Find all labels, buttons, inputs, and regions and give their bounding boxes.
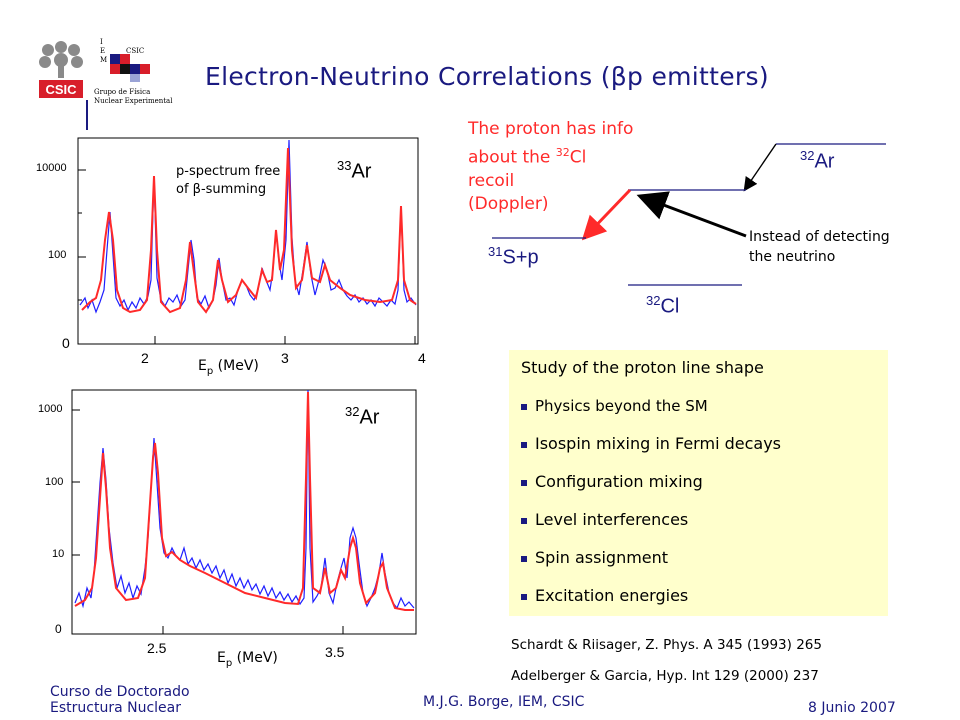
y-tick-marks: [72, 409, 344, 634]
reference-schardt: Schardt & Riisager, Z. Phys. A 345 (1993…: [511, 637, 822, 653]
level-label-31s-p: 31S+p: [488, 244, 539, 269]
bullet-icon: [521, 479, 527, 486]
decay-scheme: [492, 143, 886, 286]
csic-logo-text: CSIC: [45, 82, 77, 97]
isotope-label-33ar: 33Ar: [337, 158, 372, 183]
group-name-line1: Grupo de Física: [94, 88, 151, 96]
footer-course-line1: Curso de Doctorado: [50, 684, 190, 700]
neutrino-pointer-arrow: [636, 191, 747, 238]
page-title: Electron-Neutrino Correlations (βp emitt…: [205, 62, 769, 91]
study-heading: Study of the proton line shape: [521, 358, 764, 377]
y-tick-100-top: 100: [48, 249, 67, 261]
y-tick-1000-bottom: 1000: [38, 403, 63, 415]
annotation-beta-summing-line2: of β-summing: [176, 182, 267, 197]
y-tick-0-bottom: 0: [55, 622, 62, 636]
y-tick-100-bottom: 100: [45, 476, 64, 488]
iem-letter-e: E: [100, 47, 106, 55]
proton-recoil-note: The proton has info about the 32Cl recoi…: [468, 118, 633, 216]
iem-letter-i: I: [100, 38, 103, 46]
tree-emblem-icon: [36, 40, 86, 98]
x-tick-3: 3: [281, 350, 289, 366]
iem-csic-small: CSIC: [126, 47, 145, 55]
x-axis-label-bottom: Ep (MeV): [217, 650, 278, 669]
fit-curve-33ar: [81, 147, 417, 314]
group-name-line2: Nuclear Experimental: [94, 97, 173, 105]
proton-recoil-note-line1: The proton has info: [468, 119, 634, 139]
level-label-32ar: 32Ar: [800, 148, 835, 173]
proton-emission-arrow: [581, 188, 632, 241]
bullet-icon: [521, 555, 527, 562]
footer-date: 8 Junio 2007: [808, 700, 896, 716]
measured-spectrum-32ar: [74, 389, 415, 610]
isotope-label-32ar-plot: 32Ar: [345, 404, 380, 429]
x-tick-4: 4: [418, 350, 426, 366]
y-tick-10-bottom: 10: [52, 548, 65, 560]
study-item: Excitation energies: [521, 586, 688, 605]
fit-curve-32ar: [74, 391, 414, 611]
beta-decay-arrow: [743, 143, 777, 192]
y-tick-marks: [78, 169, 416, 344]
study-item: Isospin mixing in Fermi decays: [521, 434, 781, 453]
iem-logo: I E M CSIC Grupo de Física Nuclear Exper…: [92, 38, 182, 108]
x-tick-3-5: 3.5: [325, 644, 345, 660]
spectrum-plot-32ar: [30, 388, 435, 638]
annotation-beta-summing-line1: p-spectrum free: [176, 164, 281, 179]
y-tick-0-top: 0: [62, 335, 70, 351]
study-item: Level interferences: [521, 510, 688, 529]
proton-recoil-note-line4: (Doppler): [468, 193, 549, 214]
footer-author: M.J.G. Borge, IEM, CSIC: [423, 694, 585, 710]
instead-neutrino-line1: Instead of detecting: [749, 229, 890, 245]
x-axis-label-top: Ep (MeV): [198, 358, 259, 377]
x-tick-2-5: 2.5: [147, 640, 167, 656]
study-box: Study of the proton line shape Physics b…: [509, 350, 888, 616]
bullet-icon: [521, 441, 527, 448]
header-divider: [86, 100, 88, 132]
iem-letter-m: M: [100, 56, 108, 64]
proton-recoil-note-line2: about the 32Cl: [468, 146, 587, 168]
footer-course-line2: Estructura Nuclear: [50, 700, 181, 716]
proton-recoil-note-line3: recoil: [468, 170, 515, 191]
study-item: Configuration mixing: [521, 472, 703, 491]
level-label-32cl: 32Cl: [646, 293, 680, 318]
csic-logo: CSIC: [36, 40, 86, 102]
iem-squares-icon: [110, 54, 150, 82]
study-item: Spin assignment: [521, 548, 668, 567]
bullet-icon: [521, 403, 527, 410]
instead-neutrino-line2: the neutrino: [749, 249, 836, 265]
y-tick-10000-top: 10000: [36, 162, 67, 174]
spectrum-plot-33ar: [30, 130, 435, 380]
x-tick-2: 2: [141, 350, 149, 366]
bullet-icon: [521, 517, 527, 524]
reference-adelberger: Adelberger & Garcia, Hyp. Int 129 (2000)…: [511, 668, 819, 684]
bullet-icon: [521, 593, 527, 600]
plot-frame: [77, 137, 419, 345]
study-item: Physics beyond the SM: [521, 396, 708, 415]
